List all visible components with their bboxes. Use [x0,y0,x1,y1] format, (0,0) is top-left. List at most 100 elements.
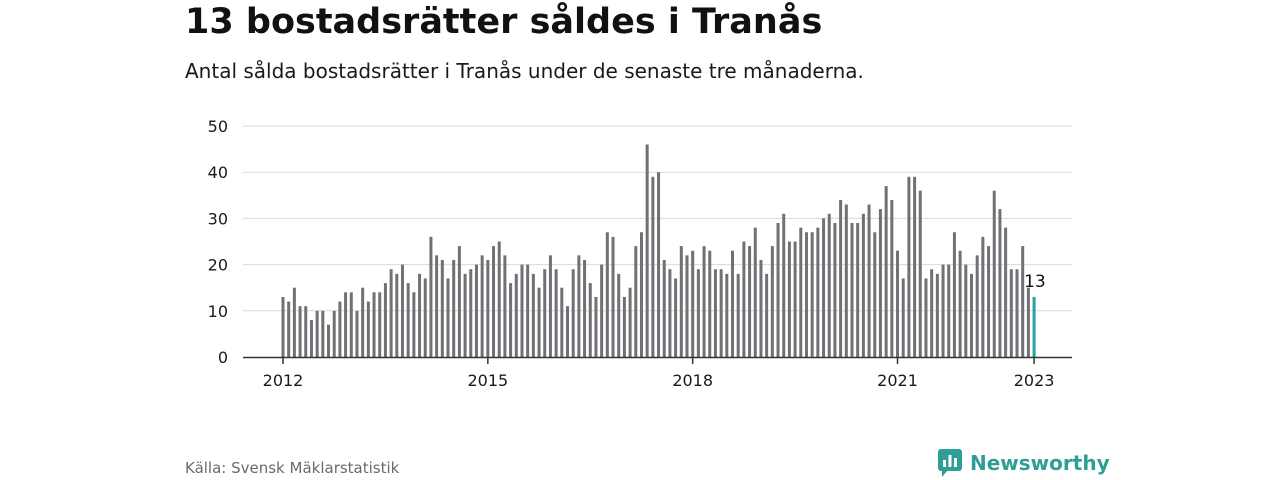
brand-name: Newsworthy [970,451,1110,475]
bar [617,273,621,357]
bar [890,199,894,357]
bar [366,301,370,357]
bar [355,310,359,357]
bar [418,273,422,357]
bar [975,255,979,357]
bar [588,283,592,357]
bar [389,269,393,357]
bar [1009,269,1013,357]
y-tick-label: 40 [208,163,228,182]
bar [691,250,695,357]
bar [1026,287,1030,357]
bar [685,255,689,357]
bar [304,306,308,357]
bar [292,287,296,357]
bar [867,204,871,357]
bar [708,250,712,357]
x-tick-label: 2015 [467,371,508,390]
bar [452,259,456,357]
bar [913,176,917,357]
bar [474,264,478,357]
bar [662,259,666,357]
source-note: Källa: Svensk Mäklarstatistik [185,459,400,477]
bar [736,273,740,357]
x-tick-label: 2023 [1014,371,1055,390]
bar [878,209,882,357]
bar [918,190,922,357]
bar [440,259,444,357]
bar [469,269,473,357]
bar [457,246,461,357]
bar [577,255,581,357]
bar [423,278,427,357]
bar [696,269,700,357]
bar [998,209,1002,357]
bar [753,227,757,357]
brand-logo-group[interactable]: Newsworthy [938,449,1110,477]
bar [731,250,735,357]
bar [503,255,507,357]
chart-title: 13 bostadsrätter såldes i Tranås [185,2,823,42]
bar [861,213,865,357]
bar [748,246,752,357]
bar [492,246,496,357]
bar [600,264,604,357]
y-tick-label: 0 [218,348,228,367]
bar [531,273,535,357]
bar [327,324,331,357]
bar [952,232,956,357]
bar [958,250,962,357]
bar [400,264,404,357]
bar [594,296,598,357]
bar [509,283,513,357]
bar [981,236,985,357]
bar [628,287,632,357]
bar [969,273,973,357]
bar [884,186,888,357]
bar [930,269,934,357]
bar [344,292,348,357]
bar [554,269,558,357]
bar [645,144,649,357]
bar [787,241,791,357]
bar [833,223,837,357]
bar [776,223,780,357]
bar [332,310,336,357]
bar [321,310,325,357]
bar [782,213,786,357]
bar [827,213,831,357]
bar [566,306,569,357]
bar [571,269,575,357]
bar [429,236,433,357]
bar [309,320,313,357]
bar [406,283,410,357]
bar [1004,227,1008,357]
bar [896,250,900,357]
bar [446,278,450,357]
bar [668,269,672,357]
bar [964,264,968,357]
bar [349,292,353,357]
bar [639,232,643,357]
x-tick-label: 2012 [263,371,304,390]
bar [713,269,717,357]
bar [804,232,808,357]
bar [514,273,518,357]
bar [395,273,399,357]
bar [719,269,723,357]
bar [657,172,661,357]
bar [526,264,530,357]
bar [543,269,547,357]
bar [822,218,826,357]
x-tick-label: 2018 [672,371,713,390]
bar [679,246,683,357]
y-tick-label: 10 [208,302,228,321]
bar [765,273,769,357]
bar [383,283,387,357]
bar [992,190,996,357]
bar [622,296,626,357]
bar [287,301,291,357]
bar [281,296,285,357]
bar [651,176,655,357]
